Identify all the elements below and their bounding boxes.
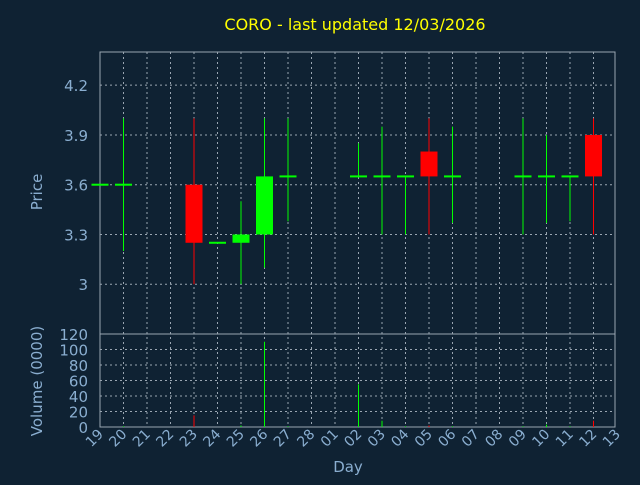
volume-tick-label: 60	[69, 373, 88, 391]
price-tick-label: 3	[78, 276, 88, 294]
candle-body	[350, 175, 367, 178]
candle-body	[538, 175, 555, 178]
axis-layer	[99, 51, 616, 428]
volume-tick-label: 0	[78, 419, 88, 437]
candle-body	[209, 241, 226, 244]
volume-tick-label: 120	[59, 326, 88, 344]
chart-title: CORO - last updated 12/03/2026	[224, 15, 485, 34]
candle-body	[420, 151, 438, 177]
candle-body	[561, 175, 579, 178]
price-tick-label: 3.9	[64, 127, 88, 145]
price-tick-label: 3.6	[64, 177, 88, 195]
price-axis-label: Price	[28, 174, 46, 211]
candle-body	[232, 234, 250, 243]
price-tick-label: 4.2	[64, 77, 88, 95]
candle-body	[585, 134, 602, 177]
candle-body	[397, 175, 414, 178]
volume-panel-frame	[99, 333, 616, 428]
x-axis-label: Day	[333, 458, 363, 476]
mark-layer	[91, 118, 602, 427]
volume-tick-label: 40	[69, 388, 88, 406]
candle-body	[514, 175, 532, 178]
volume-axis-label: Volume (0000)	[28, 326, 46, 436]
candle-body	[91, 183, 109, 186]
volume-tick-label: 80	[69, 357, 88, 375]
candle-body	[279, 175, 297, 178]
price-tick-label: 3.3	[64, 226, 88, 244]
volume-tick-label: 20	[69, 404, 88, 422]
candle-body	[185, 184, 203, 243]
volume-tick-label: 100	[59, 342, 88, 360]
candle-body	[256, 176, 273, 235]
candle-body	[444, 175, 461, 178]
candle-body	[373, 175, 391, 178]
candle-body	[115, 183, 132, 186]
